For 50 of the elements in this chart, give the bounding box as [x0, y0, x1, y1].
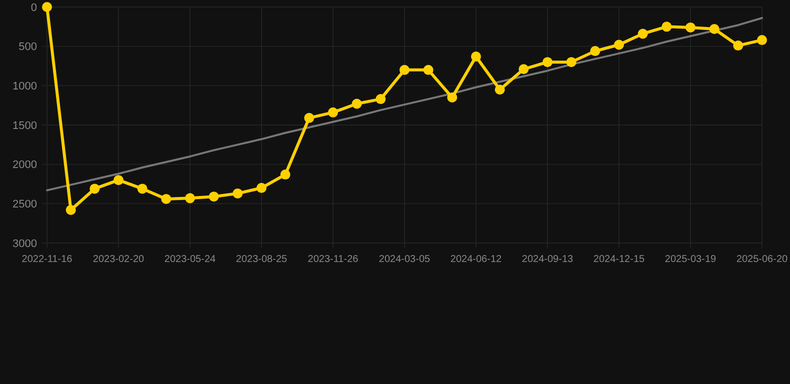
y-tick-label: 3000 — [12, 238, 37, 250]
point — [376, 94, 386, 104]
x-tick-label: 2024-12-15 — [593, 254, 646, 265]
point — [423, 64, 434, 75]
point — [590, 46, 600, 56]
point — [542, 57, 552, 68]
point — [185, 193, 195, 204]
x-tick-label: 2023-08-25 — [236, 254, 288, 265]
line-series — [46, 17, 763, 192]
y-tick-label: 0 — [30, 2, 37, 14]
x-tick-label: 2024-09-13 — [522, 254, 574, 265]
point — [328, 107, 338, 118]
point — [90, 184, 100, 194]
x-tick-label: 2025-03-19 — [664, 254, 717, 265]
y-tick-label: 1500 — [12, 120, 37, 132]
point — [280, 170, 290, 180]
point — [66, 204, 76, 215]
point — [400, 64, 410, 75]
point — [232, 188, 243, 198]
point — [42, 2, 52, 12]
x-tick-label: 2023-02-20 — [92, 254, 145, 265]
x-tick-label: 2023-05-24 — [164, 254, 216, 265]
point — [709, 24, 720, 34]
y-tick-label: 2000 — [12, 159, 37, 172]
point — [638, 28, 648, 39]
point — [686, 22, 696, 32]
point — [614, 40, 624, 50]
y-tick-label: 500 — [18, 41, 37, 54]
point — [114, 175, 124, 186]
x-tick-label: 2024-06-12 — [450, 254, 502, 265]
point — [208, 192, 219, 202]
y-tick-label: 2500 — [12, 198, 37, 211]
point — [566, 57, 576, 68]
point — [304, 112, 314, 123]
y-tick-label: 1000 — [12, 80, 37, 93]
x-tick-label: 2024-03-05 — [378, 254, 431, 265]
point — [161, 194, 172, 204]
point — [471, 52, 481, 62]
point — [256, 182, 266, 193]
point — [518, 64, 529, 74]
x-tick-label: 2022-11-16 — [22, 254, 73, 265]
point — [137, 184, 148, 194]
point — [352, 98, 362, 109]
point — [662, 22, 672, 32]
point — [494, 84, 505, 95]
point — [733, 40, 744, 51]
x-tick-label: 2023-11-26 — [308, 254, 359, 265]
point — [757, 35, 767, 46]
point — [447, 92, 458, 102]
x-tick-label: 2025-06-20 — [736, 254, 788, 265]
